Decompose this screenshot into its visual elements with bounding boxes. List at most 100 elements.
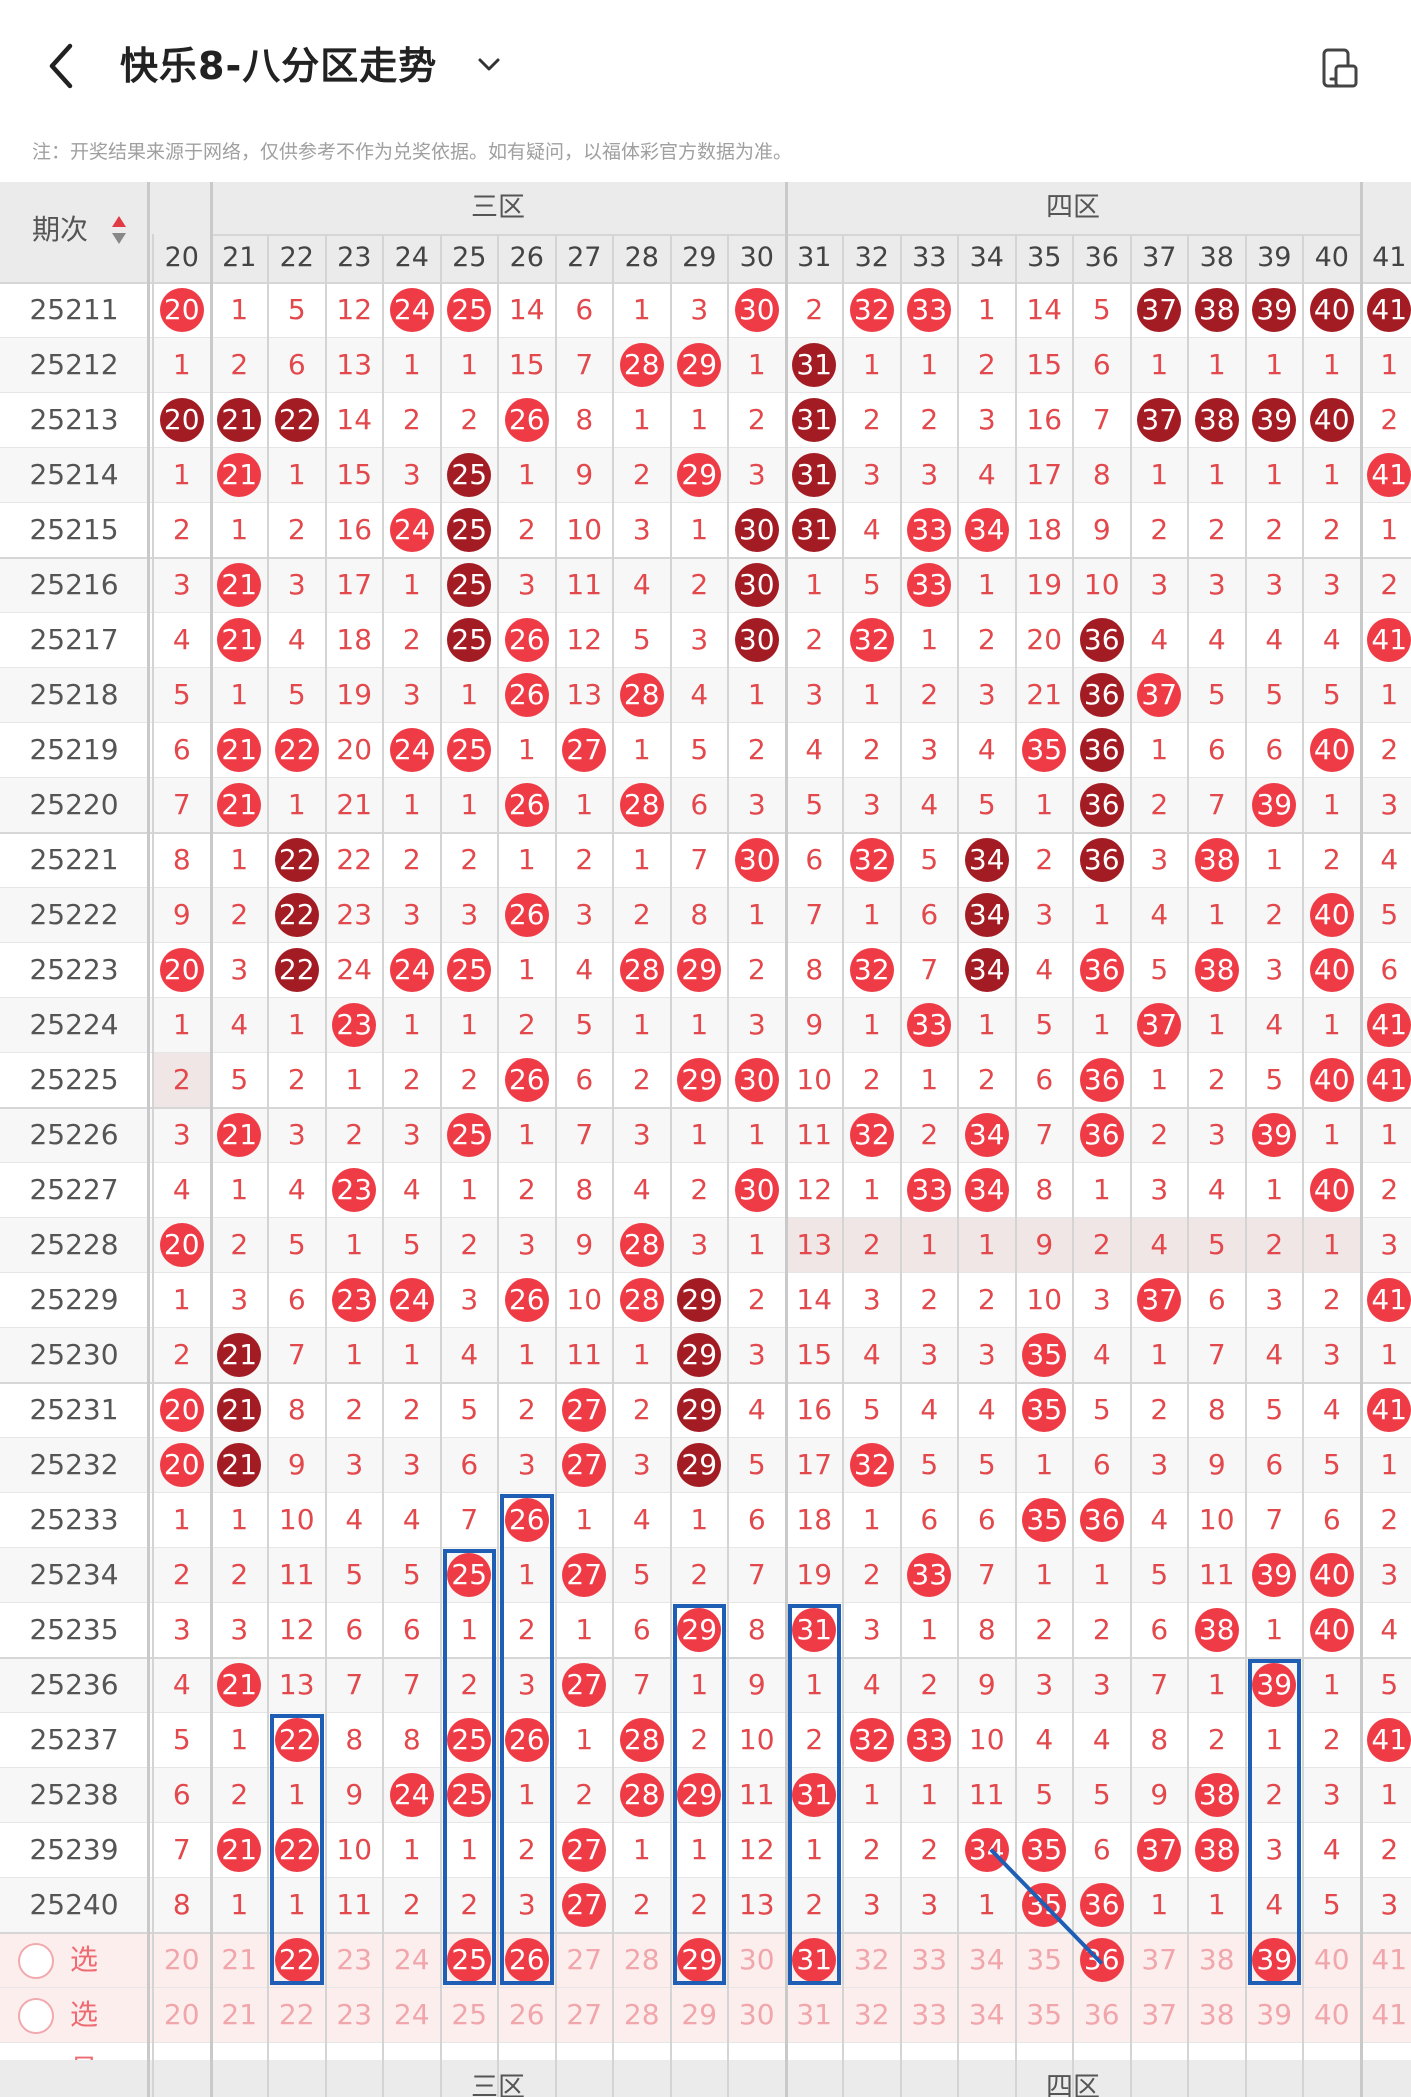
number-ball[interactable]: 20 <box>159 287 204 332</box>
pick-radio[interactable] <box>18 1998 54 2034</box>
number-ball[interactable]: 20 <box>159 947 204 992</box>
number-ball[interactable]: 40 <box>1309 947 1354 992</box>
selectable-number[interactable]: 27 <box>566 1998 603 2031</box>
number-ball[interactable]: 38 <box>1194 1772 1239 1817</box>
number-ball[interactable]: 40 <box>1309 287 1354 332</box>
number-ball[interactable]: 27 <box>562 1552 607 1597</box>
number-ball[interactable]: 34 <box>964 947 1009 992</box>
number-ball[interactable]: 38 <box>1194 397 1239 442</box>
number-ball[interactable]: 36 <box>1079 672 1124 717</box>
number-ball[interactable]: 36 <box>1079 727 1124 772</box>
number-ball[interactable]: 36 <box>1079 1057 1124 1102</box>
number-ball[interactable]: 39 <box>1252 782 1297 827</box>
selectable-number[interactable]: 20 <box>163 1998 200 2031</box>
number-ball[interactable]: 29 <box>677 1772 722 1817</box>
selectable-number[interactable]: 21 <box>221 1998 258 2031</box>
number-ball[interactable]: 35 <box>1022 1332 1067 1377</box>
number-ball[interactable]: 40 <box>1309 397 1354 442</box>
number-ball[interactable]: 23 <box>332 1277 377 1322</box>
selectable-number[interactable]: 33 <box>911 1998 948 2031</box>
number-ball[interactable]: 41 <box>1367 1057 1411 1102</box>
number-ball[interactable]: 41 <box>1367 1717 1411 1762</box>
number-ball[interactable]: 22 <box>274 1717 319 1762</box>
number-ball[interactable]: 25 <box>447 507 492 552</box>
number-ball[interactable]: 36 <box>1079 1497 1124 1542</box>
selectable-number[interactable]: 23 <box>336 1943 373 1976</box>
number-ball[interactable]: 41 <box>1367 287 1411 332</box>
pick-radio[interactable] <box>18 1943 54 1979</box>
number-ball[interactable]: 20 <box>159 1442 204 1487</box>
sort-icon[interactable] <box>110 214 128 246</box>
number-ball[interactable]: 41 <box>1367 1277 1411 1322</box>
number-ball[interactable]: 33 <box>907 1717 952 1762</box>
number-ball[interactable]: 41 <box>1367 617 1411 662</box>
number-ball[interactable]: 33 <box>907 1002 952 1047</box>
number-ball[interactable]: 28 <box>619 1222 664 1267</box>
number-ball[interactable]: 29 <box>677 1277 722 1322</box>
number-ball[interactable]: 38 <box>1194 837 1239 882</box>
number-ball[interactable]: 36 <box>1079 837 1124 882</box>
number-ball[interactable]: 29 <box>677 1057 722 1102</box>
number-ball[interactable]: 29 <box>677 1332 722 1377</box>
number-ball[interactable]: 25 <box>447 1112 492 1157</box>
number-ball[interactable]: 21 <box>217 1112 262 1157</box>
selectable-number[interactable]: 24 <box>393 1998 430 2031</box>
selected-number-ball[interactable]: 29 <box>677 1937 722 1982</box>
selectable-number[interactable]: 28 <box>623 1943 660 1976</box>
number-ball[interactable]: 36 <box>1079 1882 1124 1927</box>
number-ball[interactable]: 41 <box>1367 1387 1411 1432</box>
number-ball[interactable]: 37 <box>1137 397 1182 442</box>
number-ball[interactable]: 21 <box>217 397 262 442</box>
number-ball[interactable]: 31 <box>792 342 837 387</box>
selectable-number[interactable]: 29 <box>681 1998 718 2031</box>
number-ball[interactable]: 28 <box>619 782 664 827</box>
number-ball[interactable]: 29 <box>677 1607 722 1652</box>
selectable-number[interactable]: 34 <box>968 1943 1005 1976</box>
number-ball[interactable]: 24 <box>389 507 434 552</box>
number-ball[interactable]: 29 <box>677 947 722 992</box>
number-ball[interactable]: 22 <box>274 727 319 772</box>
number-ball[interactable]: 41 <box>1367 452 1411 497</box>
number-ball[interactable]: 24 <box>389 1772 434 1817</box>
selectable-number[interactable]: 31 <box>796 1998 833 2031</box>
number-ball[interactable]: 38 <box>1194 1827 1239 1872</box>
selectable-number[interactable]: 21 <box>221 1943 258 1976</box>
number-ball[interactable]: 24 <box>389 727 434 772</box>
selectable-number[interactable]: 20 <box>163 1943 200 1976</box>
number-ball[interactable]: 21 <box>217 1332 262 1377</box>
selected-number-ball[interactable]: 26 <box>504 1937 549 1982</box>
number-ball[interactable]: 38 <box>1194 1607 1239 1652</box>
selectable-number[interactable]: 30 <box>738 1943 775 1976</box>
number-ball[interactable]: 23 <box>332 1002 377 1047</box>
selectable-number[interactable]: 32 <box>853 1998 890 2031</box>
number-ball[interactable]: 27 <box>562 1662 607 1707</box>
selectable-number[interactable]: 25 <box>451 1998 488 2031</box>
number-ball[interactable]: 26 <box>504 1057 549 1102</box>
number-ball[interactable]: 20 <box>159 397 204 442</box>
number-ball[interactable]: 28 <box>619 1277 664 1322</box>
number-ball[interactable]: 34 <box>964 1112 1009 1157</box>
number-ball[interactable]: 34 <box>964 837 1009 882</box>
number-ball[interactable]: 27 <box>562 1827 607 1872</box>
number-ball[interactable]: 32 <box>849 947 894 992</box>
number-ball[interactable]: 38 <box>1194 947 1239 992</box>
back-button[interactable] <box>38 36 88 96</box>
number-ball[interactable]: 39 <box>1252 1112 1297 1157</box>
number-ball[interactable]: 40 <box>1309 1167 1354 1212</box>
number-ball[interactable]: 34 <box>964 507 1009 552</box>
number-ball[interactable]: 36 <box>1079 782 1124 827</box>
number-ball[interactable]: 28 <box>619 1772 664 1817</box>
number-ball[interactable]: 27 <box>562 1442 607 1487</box>
number-ball[interactable]: 40 <box>1309 1607 1354 1652</box>
number-ball[interactable]: 25 <box>447 1552 492 1597</box>
selectable-number[interactable]: 39 <box>1256 1998 1293 2031</box>
number-ball[interactable]: 30 <box>734 1167 779 1212</box>
issue-header[interactable]: 期次 <box>31 213 88 246</box>
number-ball[interactable]: 32 <box>849 1442 894 1487</box>
number-ball[interactable]: 40 <box>1309 1552 1354 1597</box>
number-ball[interactable]: 26 <box>504 672 549 717</box>
selectable-number[interactable]: 23 <box>336 1998 373 2031</box>
number-ball[interactable]: 21 <box>217 1827 262 1872</box>
number-ball[interactable]: 29 <box>677 1387 722 1432</box>
number-ball[interactable]: 30 <box>734 562 779 607</box>
